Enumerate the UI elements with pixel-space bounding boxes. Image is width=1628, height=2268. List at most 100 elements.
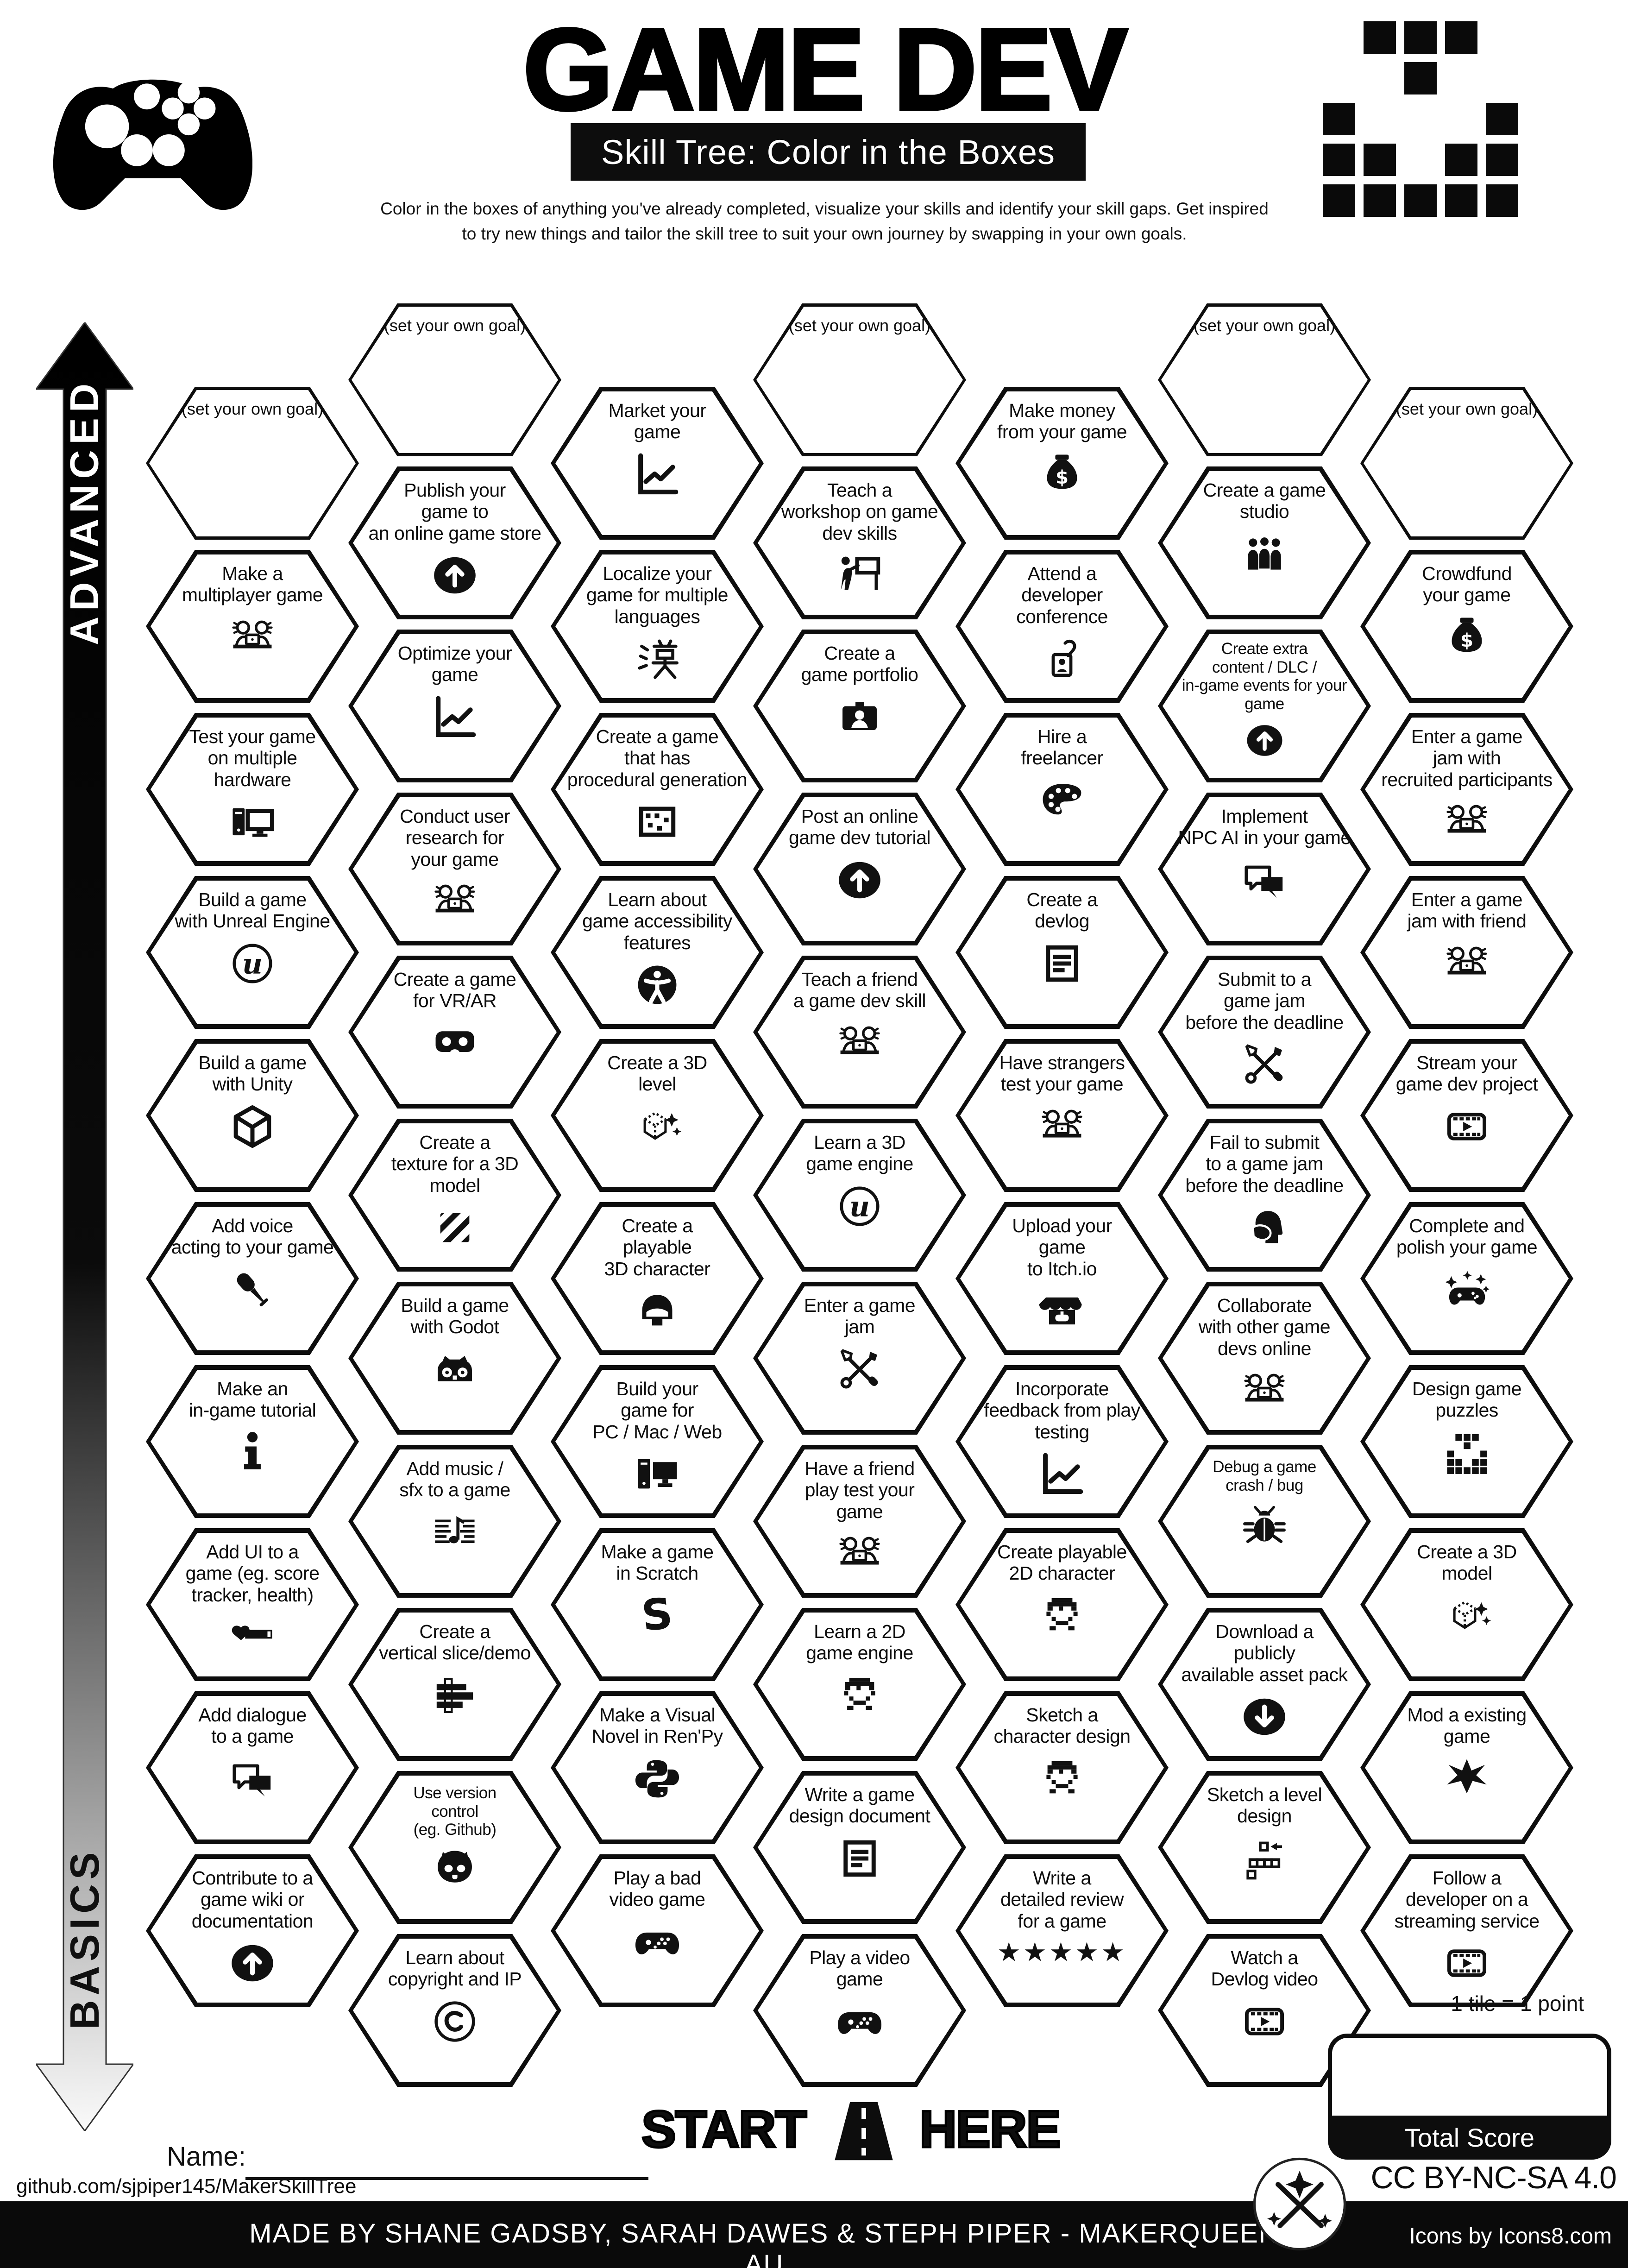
hex-contribute-to-a-game-wiki-or-documentation[interactable]: Contribute to a game wiki or documentati… [146, 1854, 359, 2007]
hex-conduct-user-research-for-your-game[interactable]: Conduct user research for your game [348, 793, 561, 945]
hex-enter-a-game-jam[interactable]: Enter a game jam [753, 1282, 966, 1435]
hex-mod-a-existing-game[interactable]: Mod a existing game [1360, 1691, 1573, 1844]
hex-teach-a-friend-a-game-dev-skill[interactable]: Teach a friend a game dev skill [753, 956, 966, 1109]
hex-publish-your-game-to-an-online-game-store[interactable]: Publish your game to an online game stor… [348, 466, 561, 619]
hex-fill [960, 1207, 1164, 1350]
hex-use-version-control-eg-github[interactable]: Use version control (eg. Github) [348, 1771, 561, 1924]
hex-teach-a-workshop-on-game-dev-skills[interactable]: Teach a workshop on game dev skills [753, 466, 966, 619]
hex-design-game-puzzles[interactable]: Design game puzzles [1360, 1365, 1573, 1518]
hex-enter-a-game-jam-with-friend[interactable]: Enter a game jam with friend [1360, 876, 1573, 1029]
hex-create-a-game-studio[interactable]: Create a game studio [1158, 466, 1371, 619]
hex-label: Crowdfund your game [1422, 563, 1512, 606]
hex-have-a-friend-play-test-your-game[interactable]: Have a friend play test your game [753, 1445, 966, 1598]
hex-fail-to-submit-to-a-game-jam-before-the-deadline[interactable]: Fail to submit to a game jam before the … [1158, 1119, 1371, 1272]
hex-build-your-game-for-pc-mac-web[interactable]: Build your game for PC / Mac / Web [551, 1365, 764, 1518]
hex-create-a-game-portfolio[interactable]: Create a game portfolio [753, 630, 966, 782]
hex-download-a-publicly-available-asset-pack[interactable]: Download a publicly available asset pack [1158, 1608, 1371, 1761]
hex-debug-a-game-crash-bug[interactable]: Debug a game crash / bug [1158, 1445, 1371, 1598]
hex-add-dialogue-to-a-game[interactable]: Add dialogue to a game [146, 1691, 359, 1844]
icons-credit: Icons by Icons8.com [1409, 2224, 1612, 2249]
pixel-block [1323, 103, 1355, 135]
hex-make-money-from-your-game[interactable]: Make money from your game $ [955, 387, 1169, 540]
hex-set-your-own-goal[interactable]: (set your own goal) [1158, 303, 1371, 456]
hex-label: (set your own goal) [181, 399, 324, 418]
hex-label: Have a friend play test your game [805, 1458, 915, 1522]
hex-fill [555, 1207, 759, 1350]
hex-follow-a-developer-on-a-streaming-service[interactable]: Follow a developer on a streaming servic… [1360, 1854, 1573, 2007]
hex-label: Teach a workshop on game dev skills [781, 479, 938, 544]
hex-make-a-game-in-scratch[interactable]: Make a game in Scratch S [551, 1528, 764, 1681]
page-subtitle-box: Skill Tree: Color in the Boxes [571, 123, 1086, 181]
hex-label: Build your game for PC / Mac / Web [592, 1378, 722, 1443]
hex-enter-a-game-jam-with-recruited-participants[interactable]: Enter a game jam with recruited particip… [1360, 713, 1573, 866]
hex-play-a-video-game[interactable]: Play a video game [753, 1934, 966, 2087]
hex-stream-your-game-dev-project[interactable]: Stream your game dev project [1360, 1039, 1573, 1192]
hex-label: Create a game that has procedural genera… [567, 726, 748, 790]
hex-create-a-texture-for-a-3d-model[interactable]: Create a texture for a 3D model [348, 1119, 561, 1272]
hex-attend-a-developer-conference[interactable]: Attend a developer conference [955, 550, 1169, 703]
cube-sparkle-icon [631, 1101, 683, 1153]
hex-collaborate-with-other-game-devs-online[interactable]: Collaborate with other game devs online [1158, 1282, 1371, 1435]
hex-create-extra-content-dlc-in-game-events-for-your[interactable]: Create extra content / DLC / in-game eve… [1158, 630, 1371, 782]
hex-sketch-a-character-design[interactable]: Sketch a character design [955, 1691, 1169, 1844]
hex-create-a-devlog[interactable]: Create a devlog [955, 876, 1169, 1029]
hex-set-your-own-goal[interactable]: (set your own goal) [753, 303, 966, 456]
pixel-block [1364, 144, 1396, 176]
hex-hire-a-freelancer[interactable]: Hire a freelancer [955, 713, 1169, 866]
hex-build-a-game-with-unity[interactable]: Build a game with Unity [146, 1039, 359, 1192]
hex-build-a-game-with-unreal-engine[interactable]: Build a game with Unreal Engine u [146, 876, 359, 1029]
hex-label: Incorporate feedback from play testing [984, 1378, 1140, 1443]
hex-learn-a-3d-game-engine[interactable]: Learn a 3D game engine u [753, 1119, 966, 1272]
hex-submit-to-a-game-jam-before-the-deadline[interactable]: Submit to a game jam before the deadline [1158, 956, 1371, 1109]
hex-implement-npc-ai-in-your-game[interactable]: Implement NPC AI in your game [1158, 793, 1371, 945]
hex-create-a-game-that-has-procedural-generation[interactable]: Create a game that has procedural genera… [551, 713, 764, 866]
hex-learn-about-copyright-and-ip[interactable]: Learn about copyright and IP [348, 1934, 561, 2087]
two-developers-icon [1441, 796, 1493, 848]
hex-make-an-in-game-tutorial[interactable]: Make an in-game tutorial [146, 1365, 359, 1518]
hex-market-your-game[interactable]: Market your game [551, 387, 764, 540]
hex-create-a-3d-model[interactable]: Create a 3D model [1360, 1528, 1573, 1681]
hex-build-a-game-with-godot[interactable]: Build a game with Godot [348, 1282, 561, 1435]
hex-optimize-your-game[interactable]: Optimize your game [348, 630, 561, 782]
total-score-field[interactable] [1332, 2038, 1607, 2116]
hex-make-a-multiplayer-game[interactable]: Make a multiplayer game [146, 550, 359, 703]
hex-fill [1163, 1776, 1366, 1919]
hex-fill [756, 307, 963, 453]
hex-upload-your-game-to-itch-io[interactable]: Upload your game to Itch.io [955, 1202, 1169, 1355]
hex-add-music-sfx-to-a-game[interactable]: Add music / sfx to a game [348, 1445, 561, 1598]
hex-write-a-game-design-document[interactable]: Write a game design document [753, 1771, 966, 1924]
svg-text:$: $ [1056, 466, 1069, 488]
hex-create-a-vertical-slice-demo[interactable]: Create a vertical slice/demo [348, 1608, 561, 1761]
hex-incorporate-feedback-from-play-testing[interactable]: Incorporate feedback from play testing [955, 1365, 1169, 1518]
hex-make-a-visual-novel-in-ren-py[interactable]: Make a Visual Novel in Ren'Py [551, 1691, 764, 1844]
hex-label: Create a game studio [1203, 479, 1326, 523]
hex-crowdfund-your-game[interactable]: Crowdfund your game $ [1360, 550, 1573, 703]
hex-test-your-game-on-multiple-hardware[interactable]: Test your game on multiple hardware [146, 713, 359, 866]
hex-fill [960, 1044, 1164, 1187]
hex-label: Create playable 2D character [997, 1541, 1127, 1584]
hex-set-your-own-goal[interactable]: (set your own goal) [348, 303, 561, 456]
hex-add-voice-acting-to-your-game[interactable]: Add voice acting to your game [146, 1202, 359, 1355]
hex-set-your-own-goal[interactable]: (set your own goal) [1360, 387, 1573, 540]
hex-create-playable-2d-character[interactable]: Create playable 2D character [955, 1528, 1169, 1681]
hex-write-a-detailed-review-for-a-game[interactable]: Write a detailed review for a game ★★★★★ [955, 1854, 1169, 2007]
hex-create-a-game-for-vr-ar[interactable]: Create a game for VR/AR [348, 956, 561, 1109]
hex-have-strangers-test-your-game[interactable]: Have strangers test your game [955, 1039, 1169, 1192]
hex-label: Create a vertical slice/demo [379, 1621, 531, 1664]
hex-play-a-bad-video-game[interactable]: Play a bad video game [551, 1854, 764, 2007]
hex-complete-and-polish-your-game[interactable]: Complete and polish your game [1360, 1202, 1573, 1355]
description-line-1: Color in the boxes of anything you've al… [380, 199, 1269, 218]
hex-localize-your-game-for-multiple-languages[interactable]: Localize your game for multiple language… [551, 550, 764, 703]
hex-post-an-online-game-dev-tutorial[interactable]: Post an online game dev tutorial [753, 793, 966, 945]
name-input-line[interactable] [245, 2177, 648, 2180]
hex-label: Sketch a level design [1207, 1784, 1322, 1827]
hex-learn-a-2d-game-engine[interactable]: Learn a 2D game engine [753, 1608, 966, 1761]
hex-sketch-a-level-design[interactable]: Sketch a level design [1158, 1771, 1371, 1924]
github-link[interactable]: github.com/sjpiper145/MakerSkillTree [16, 2175, 357, 2198]
hex-create-a-playable-3d-character[interactable]: Create a playable 3D character [551, 1202, 764, 1355]
hex-learn-about-game-accessibility-features[interactable]: Learn about game accessibility features [551, 876, 764, 1029]
hex-set-your-own-goal[interactable]: (set your own goal) [146, 387, 359, 540]
hex-create-a-3d-level[interactable]: Create a 3D level [551, 1039, 764, 1192]
hex-add-ui-to-a-game-eg-score-tracker-health[interactable]: Add UI to a game (eg. score tracker, hea… [146, 1528, 359, 1681]
